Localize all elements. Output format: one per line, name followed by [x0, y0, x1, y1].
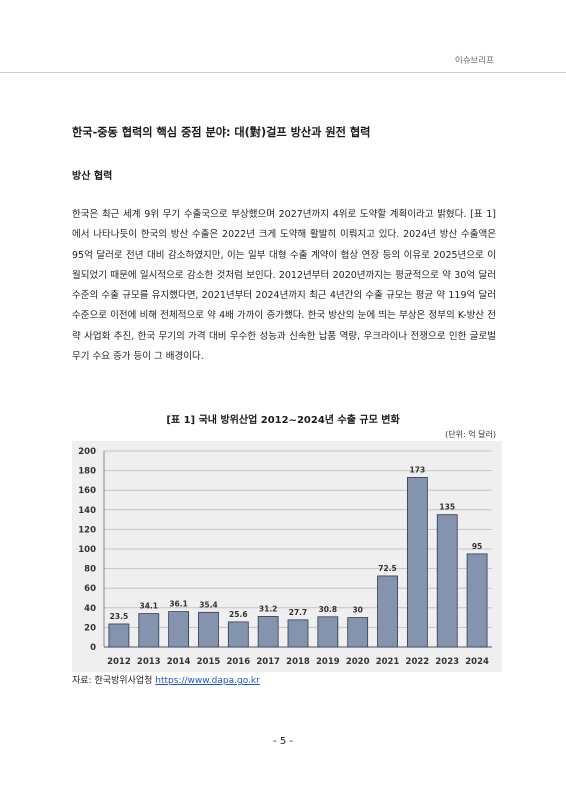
x-tick-label: 2018: [286, 657, 310, 667]
bar-2014: [168, 611, 190, 648]
x-tick-label: 2013: [137, 657, 161, 667]
data-label: 95: [472, 542, 482, 551]
y-tick-label: 60: [84, 584, 96, 594]
section-title: 한국-중동 협력의 핵심 중점 분야: 대(對)걸프 방산과 원전 협력: [72, 126, 371, 139]
bar-2024: [466, 553, 488, 648]
y-tick-label: 0: [90, 643, 96, 653]
data-label: 35.4: [199, 600, 218, 609]
y-tick-label: 120: [78, 525, 96, 535]
x-tick-label: 2015: [197, 657, 221, 667]
x-tick-label: 2021: [376, 657, 400, 667]
x-tick-label: 2012: [107, 657, 131, 667]
source-link[interactable]: https://www.dapa.go.kr: [155, 676, 260, 686]
header-label: 이슈브리프: [454, 56, 494, 66]
y-tick-label: 200: [78, 447, 96, 457]
bar-2018: [287, 619, 309, 648]
y-tick-label: 40: [84, 604, 96, 614]
x-tick-label: 2019: [316, 657, 340, 667]
bar-2023: [436, 514, 458, 648]
source-prefix: 자료: 한국방위사업청: [72, 676, 156, 686]
page-number: - 5 -: [273, 736, 293, 747]
x-tick-label: 2023: [435, 657, 459, 667]
bar-2012: [108, 623, 130, 648]
chart-area: 0 20 40 60 80 100 120 140 160 180 200 23.5 2012 34.1 2…: [72, 441, 502, 672]
x-tick-label: 2022: [406, 657, 430, 667]
data-label: 72.5: [378, 564, 397, 573]
bar-2015: [198, 611, 219, 648]
y-tick-label: 80: [84, 565, 96, 575]
data-label: 27.7: [289, 608, 308, 617]
data-label: 30: [352, 606, 362, 615]
header-divider: [0, 72, 566, 73]
data-label: 25.6: [229, 610, 248, 619]
unit-label: (단위: 억 달러): [445, 430, 496, 439]
data-label: 135: [439, 503, 455, 512]
bar-2013: [138, 613, 160, 648]
x-tick-label: 2016: [226, 657, 250, 667]
bar-2020: [347, 617, 369, 648]
x-tick-label: 2024: [465, 657, 489, 667]
x-tick-label: 2017: [256, 657, 280, 667]
bar-2017: [257, 616, 279, 648]
bar-2019: [317, 616, 339, 648]
data-label: 30.8: [319, 605, 338, 614]
data-label: 36.1: [169, 600, 188, 609]
bar-2016: [227, 621, 249, 648]
y-tick-label: 100: [78, 545, 96, 555]
subsection-title: 방산 협력: [72, 171, 113, 182]
body-paragraph: 한국은 최근 세계 9위 무기 수출국으로 부상했으며 2027년까지 4위로 …: [72, 209, 496, 363]
x-tick-label: 2014: [167, 657, 191, 667]
bar-2022: [406, 477, 428, 648]
y-tick-label: 160: [78, 486, 96, 496]
data-label: 173: [410, 465, 426, 474]
y-tick-label: 20: [84, 623, 96, 633]
source-note: 자료: 한국방위사업청 https://www.dapa.go.kr: [72, 673, 260, 686]
data-label: 34.1: [140, 602, 159, 611]
y-tick-label: 180: [78, 467, 96, 477]
y-tick-label: 140: [78, 506, 96, 516]
figure-title: [표 1] 국내 방위산업 2012~2024년 수출 규모 변화: [166, 415, 400, 426]
x-tick-label: 2020: [346, 657, 370, 667]
bar-2021: [377, 575, 398, 648]
data-label: 31.2: [259, 604, 278, 613]
data-label: 23.5: [110, 612, 129, 621]
bar-chart: 0 20 40 60 80 100 120 140 160 180 200 23.5 2012 34.1 2…: [78, 447, 492, 667]
